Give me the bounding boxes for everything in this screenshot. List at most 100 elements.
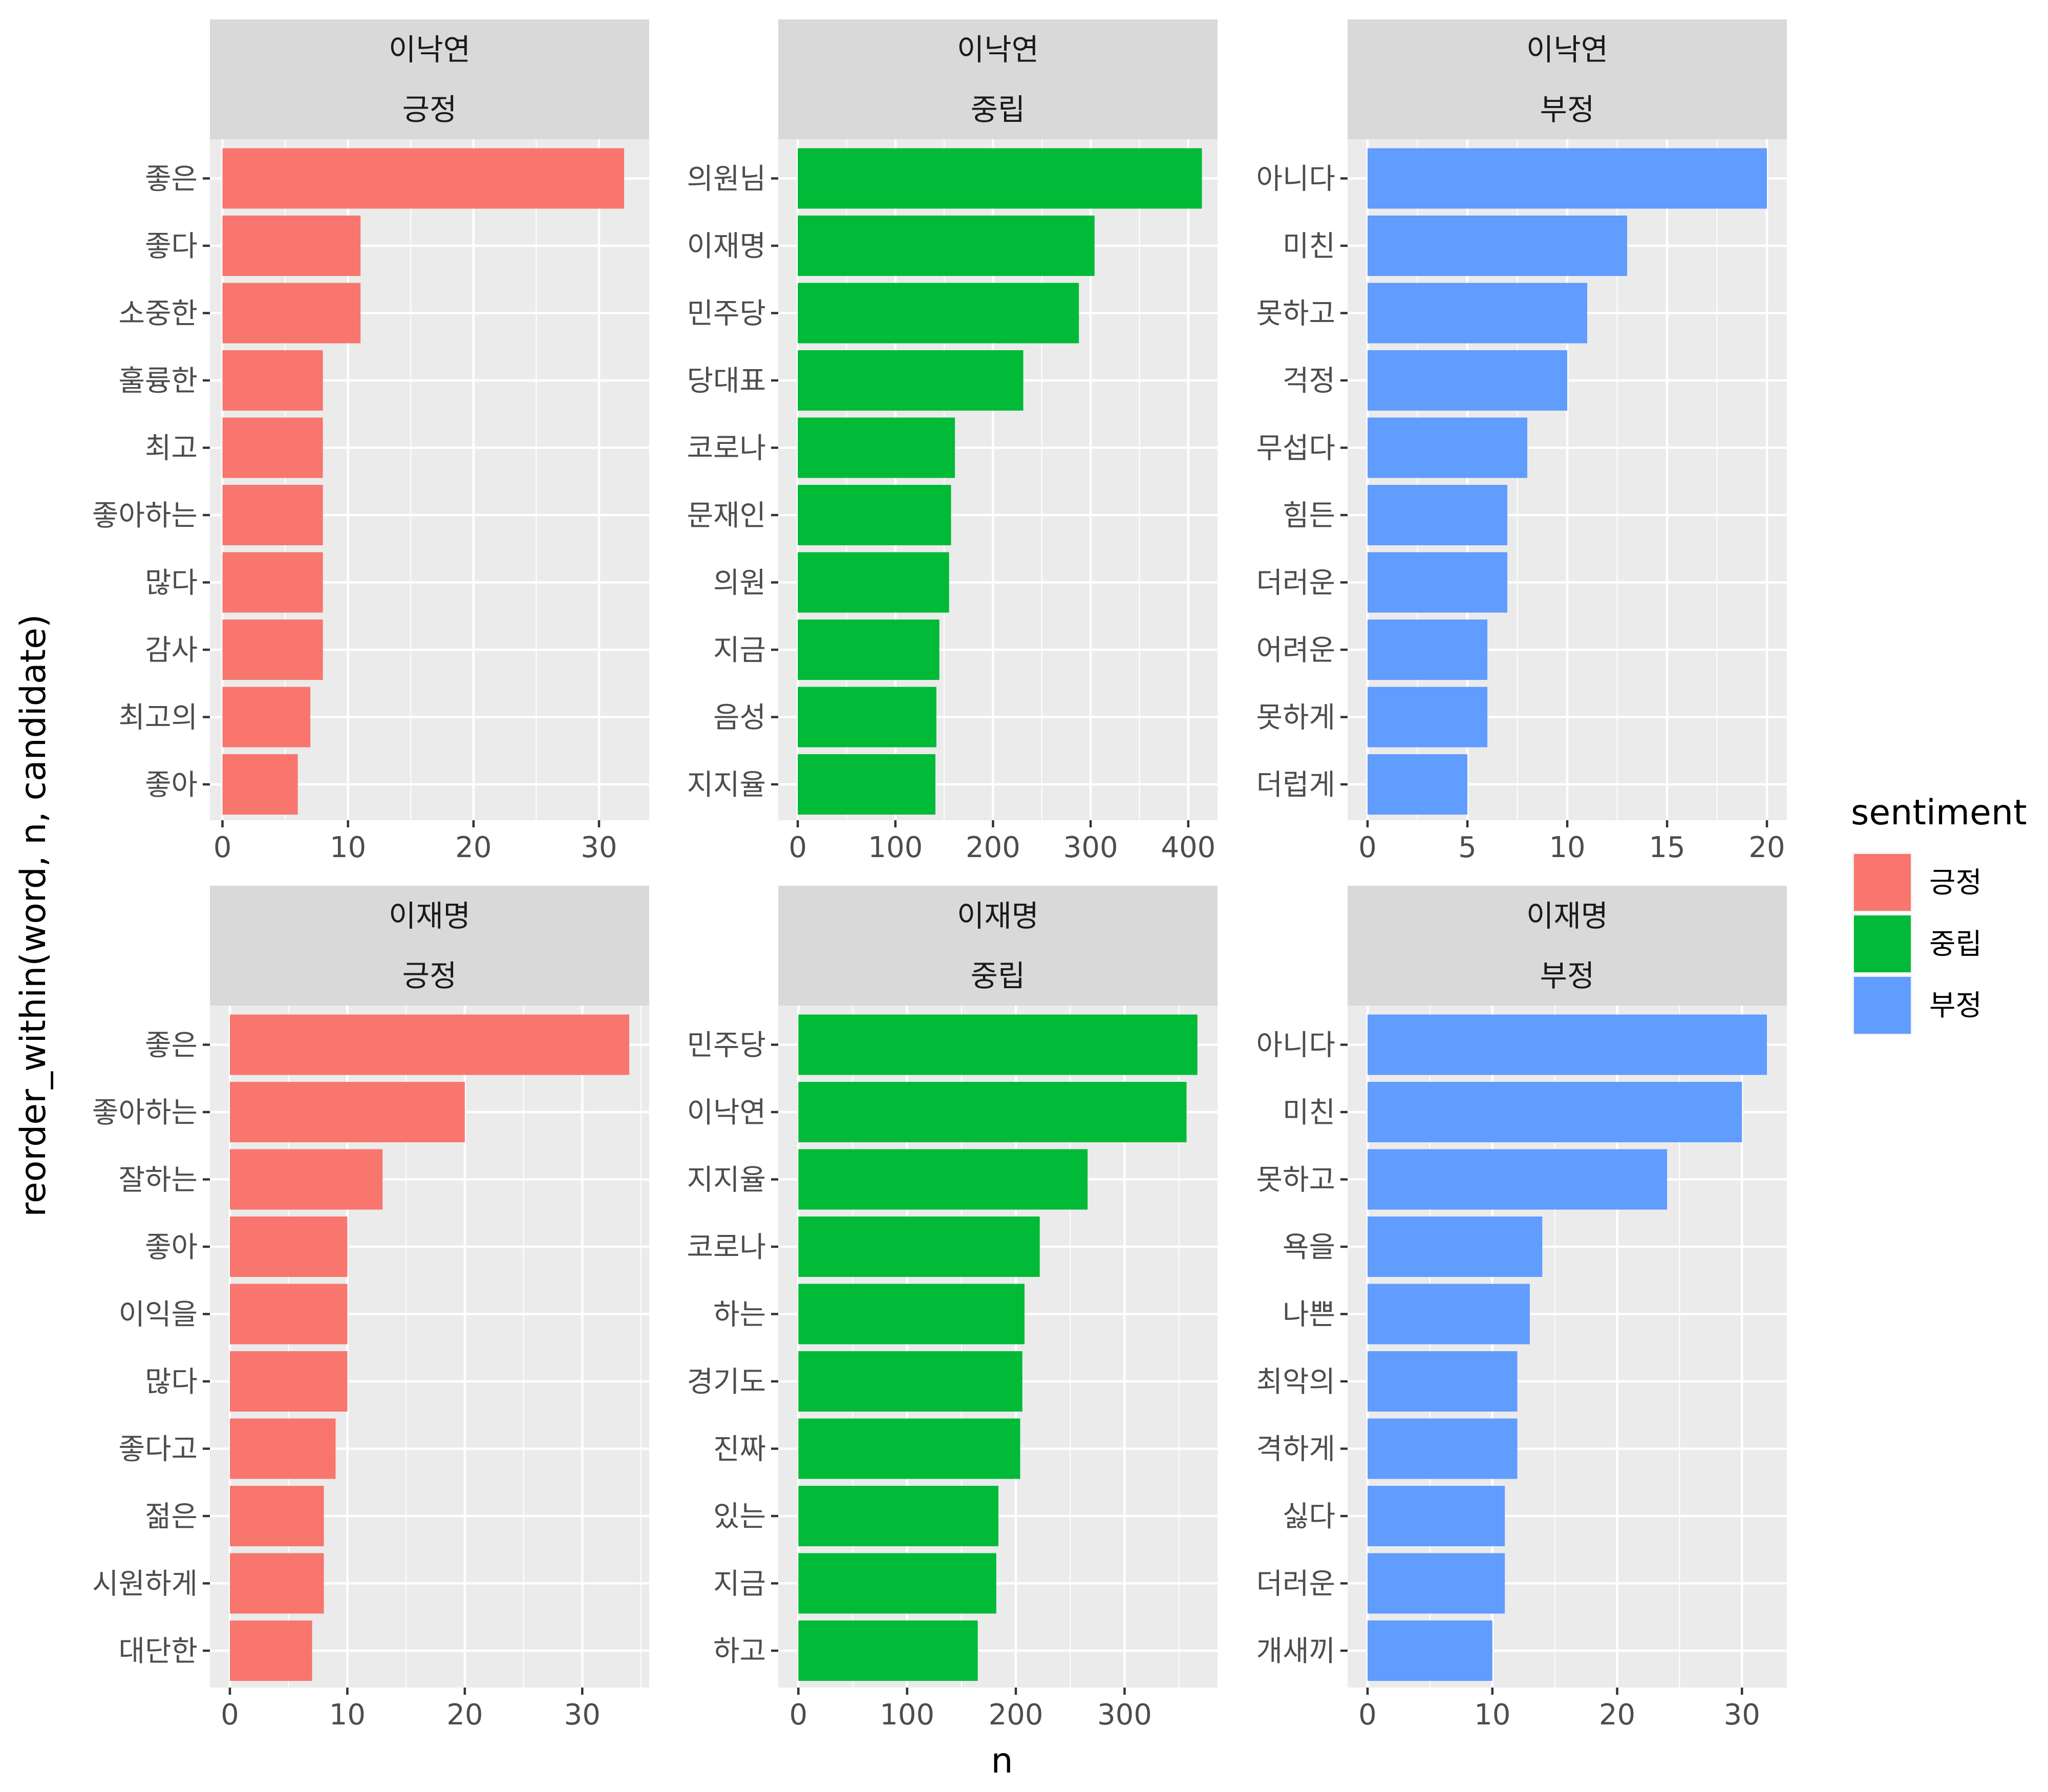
y-tick-label: 욕을 [1283, 1231, 1335, 1264]
y-tick-label: 좋은 [145, 163, 198, 196]
y-tick-label: 아니다 [1256, 1029, 1335, 1062]
bar [222, 620, 323, 680]
legend-label: 부정 [1929, 989, 1982, 1022]
y-tick-label: 최악의 [1256, 1366, 1335, 1399]
y-tick-label: 이낙연 [687, 1096, 766, 1129]
bar [1368, 1553, 1505, 1614]
y-tick-label: 시원하게 [92, 1568, 198, 1601]
y-tick-label: 경기도 [687, 1366, 766, 1399]
y-tick-label: 의원님 [687, 163, 766, 196]
y-tick-label: 지지율 [687, 769, 766, 802]
bar [798, 485, 951, 545]
bar [1368, 1082, 1742, 1142]
bar [798, 283, 1079, 344]
bar [1368, 485, 1507, 545]
x-axis-title: n [991, 1741, 1013, 1781]
strip-sentiment [1348, 946, 1787, 1006]
bar [1368, 1486, 1505, 1546]
y-tick-label: 민주당 [687, 297, 766, 331]
bar [798, 687, 936, 748]
x-tick-label: 100 [868, 831, 923, 864]
bar [798, 552, 949, 613]
strip-candidate-label: 이낙연 [1526, 32, 1608, 67]
y-tick-label: 좋은 [145, 1029, 198, 1062]
bar [1368, 148, 1767, 209]
bar [1368, 1620, 1492, 1681]
y-tick-label: 이익을 [118, 1298, 198, 1332]
bar [222, 283, 361, 344]
y-tick-label: 음성 [713, 701, 766, 735]
y-tick-label: 소중한 [118, 297, 198, 331]
y-tick-label: 나쁜 [1283, 1298, 1335, 1332]
strip-candidate [1348, 886, 1787, 946]
y-tick-label: 하고 [713, 1635, 766, 1668]
y-tick-label: 걱정 [1283, 365, 1335, 398]
x-tick-label: 5 [1458, 831, 1477, 864]
y-tick-label: 힘든 [1283, 499, 1335, 532]
y-tick-label: 감사 [145, 634, 198, 667]
x-tick-label: 0 [221, 1698, 239, 1732]
bar [230, 1620, 312, 1681]
bar [222, 485, 323, 545]
strip-candidate-label: 이재명 [957, 899, 1039, 933]
bar [798, 417, 955, 478]
y-tick-label: 의원 [713, 567, 766, 600]
strip-candidate-label: 이낙연 [389, 32, 471, 67]
y-tick-label: 많다 [145, 567, 198, 600]
x-tick-label: 20 [455, 831, 492, 864]
strip-sentiment-label: 중립 [971, 958, 1026, 993]
x-tick-label: 30 [564, 1698, 601, 1732]
strip-candidate [1348, 19, 1787, 79]
y-tick-label: 좋다 [145, 230, 198, 263]
strip-sentiment [778, 946, 1218, 1006]
y-tick-label: 있는 [713, 1500, 766, 1533]
bar [798, 1284, 1025, 1345]
bar [798, 1418, 1020, 1479]
bar [1368, 350, 1567, 411]
y-tick-label: 최고의 [118, 701, 198, 735]
bar [230, 1486, 324, 1546]
strip-sentiment-label: 부정 [1540, 92, 1595, 127]
bar [230, 1217, 348, 1277]
bar [798, 1553, 996, 1614]
strip-candidate [210, 19, 649, 79]
y-tick-label: 못하고 [1256, 297, 1335, 331]
y-tick-label: 문재인 [687, 499, 766, 532]
bar [222, 417, 323, 478]
y-tick-label: 민주당 [687, 1029, 766, 1062]
bar [230, 1553, 324, 1614]
bar [798, 1217, 1040, 1277]
bar [222, 216, 361, 276]
y-tick-label: 젊은 [145, 1500, 198, 1533]
y-tick-label: 잘하는 [118, 1164, 198, 1197]
bar [798, 1082, 1187, 1142]
y-tick-label: 좋아하는 [92, 499, 198, 532]
strip-candidate-label: 이낙연 [957, 32, 1039, 67]
y-tick-label: 하는 [713, 1298, 766, 1332]
x-tick-label: 100 [880, 1698, 934, 1732]
y-tick-label: 좋다고 [118, 1433, 198, 1466]
bar [798, 1620, 978, 1681]
bar [798, 1014, 1198, 1075]
bar [1368, 1418, 1518, 1479]
strip-sentiment-label: 긍정 [402, 92, 457, 127]
bar [1368, 620, 1487, 680]
x-tick-label: 30 [581, 831, 617, 864]
legend-swatch [1854, 915, 1911, 972]
y-tick-label: 많다 [145, 1366, 198, 1399]
strip-sentiment-label: 중립 [971, 92, 1026, 127]
x-tick-label: 10 [1549, 831, 1585, 864]
x-tick-label: 300 [1097, 1698, 1152, 1732]
y-tick-label: 어려운 [1256, 634, 1335, 667]
bar [1368, 1284, 1530, 1345]
y-tick-label: 개새끼 [1256, 1635, 1335, 1668]
legend-swatch [1854, 977, 1911, 1034]
bar [230, 1418, 336, 1479]
strip-sentiment [1348, 79, 1787, 139]
